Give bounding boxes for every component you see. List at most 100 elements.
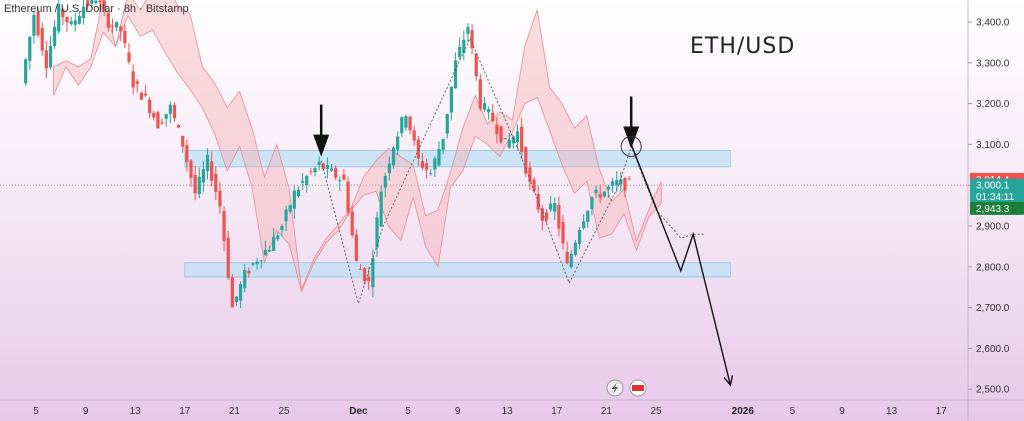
x-tick-label: 25 bbox=[650, 406, 662, 417]
candle-body bbox=[507, 139, 511, 148]
price-badge-label: 01:34:11 bbox=[976, 192, 1015, 203]
x-tick-label: 17 bbox=[551, 406, 563, 417]
x-tick-label: 2026 bbox=[732, 406, 755, 417]
candle-body bbox=[317, 161, 321, 165]
candle-body bbox=[358, 268, 363, 270]
candle-body bbox=[582, 221, 586, 228]
candle-body bbox=[598, 193, 602, 198]
x-tick-label: 13 bbox=[130, 406, 142, 417]
candle-body bbox=[346, 181, 350, 213]
candle-body bbox=[239, 283, 243, 301]
x-tick-label: 17 bbox=[936, 406, 948, 417]
top-circle-marker bbox=[620, 135, 642, 157]
candle-body bbox=[32, 14, 36, 36]
candle-body bbox=[437, 149, 441, 166]
x-tick-label: 21 bbox=[229, 406, 241, 417]
candle-body bbox=[528, 167, 532, 183]
candle-body bbox=[511, 136, 515, 144]
candle-body bbox=[367, 277, 371, 282]
cloud-red bbox=[53, 0, 662, 293]
candle-body bbox=[623, 177, 627, 191]
candle-body bbox=[379, 191, 383, 227]
candle-body bbox=[210, 161, 214, 181]
candle-body bbox=[115, 21, 119, 28]
candle-body bbox=[40, 28, 44, 51]
x-tick-label: 5 bbox=[790, 406, 796, 417]
candle-body bbox=[433, 158, 437, 170]
candle-body bbox=[267, 249, 272, 252]
symbol-title: Ethereum / U.S. Dollar · 8h · Bitstamp bbox=[4, 3, 189, 15]
candle-body bbox=[181, 135, 185, 147]
candle-body bbox=[325, 165, 329, 170]
candle-body bbox=[152, 113, 156, 118]
x-tick-label: 9 bbox=[83, 406, 89, 417]
candle-body bbox=[391, 147, 396, 166]
candle-body bbox=[205, 154, 210, 172]
candle-body bbox=[453, 60, 458, 89]
down-arrow-head bbox=[313, 134, 330, 157]
candle-body bbox=[218, 190, 222, 207]
candle-body bbox=[375, 217, 379, 248]
candle-body bbox=[549, 203, 553, 210]
candle-body bbox=[172, 105, 177, 119]
candle-body bbox=[487, 108, 491, 113]
candle-body bbox=[185, 145, 189, 163]
candle-body bbox=[102, 0, 106, 10]
price-badge-label: 3,000.1 bbox=[976, 181, 1010, 192]
candle-body bbox=[404, 116, 408, 128]
price-badge-bg bbox=[970, 201, 1024, 215]
candle-body bbox=[594, 189, 598, 194]
candle-body bbox=[61, 9, 65, 18]
candle-body bbox=[466, 27, 470, 34]
candle-body bbox=[524, 147, 528, 174]
candle-body bbox=[425, 163, 429, 170]
y-tick-label: 2,600.0 bbox=[976, 344, 1010, 355]
candle-body bbox=[495, 124, 499, 135]
candle-body bbox=[561, 221, 565, 244]
price-badge-bg bbox=[970, 178, 1024, 192]
y-tick-label: 3,200.0 bbox=[976, 99, 1010, 110]
candle-body bbox=[462, 39, 466, 53]
candle-body bbox=[606, 186, 611, 190]
candle-body bbox=[284, 209, 288, 222]
candle-body bbox=[429, 173, 433, 175]
candle-body bbox=[24, 59, 28, 84]
candle-body bbox=[164, 114, 168, 119]
candle-body bbox=[90, 0, 94, 4]
candle-body bbox=[53, 26, 57, 47]
candle-body bbox=[445, 113, 449, 134]
candle-body bbox=[491, 112, 495, 122]
y-tick-label: 3,400.0 bbox=[976, 18, 1010, 29]
x-tick-label: 13 bbox=[886, 406, 898, 417]
price-badge: 3,000.1 bbox=[970, 178, 1024, 192]
candle-body bbox=[226, 237, 230, 278]
candle-body bbox=[28, 36, 32, 61]
flag-stripe bbox=[632, 385, 644, 391]
candle-body bbox=[478, 79, 482, 109]
y-tick-label: 2,800.0 bbox=[976, 262, 1010, 273]
price-badge: 01:34:11 bbox=[970, 190, 1024, 204]
candle-body bbox=[540, 208, 544, 221]
candle-body bbox=[520, 126, 524, 153]
candle-body bbox=[57, 3, 61, 32]
candle-body bbox=[627, 178, 631, 180]
candle-body bbox=[482, 103, 487, 110]
candle-body bbox=[412, 130, 416, 141]
candle-body bbox=[148, 99, 152, 114]
x-tick-label: 25 bbox=[278, 406, 290, 417]
x-tick-label: 5 bbox=[405, 406, 411, 417]
candle-body bbox=[193, 175, 197, 194]
y-tick-label: 2,900.0 bbox=[976, 222, 1010, 233]
candle-body bbox=[110, 25, 115, 27]
candle-body bbox=[474, 53, 478, 77]
candle-body bbox=[590, 197, 594, 210]
candle-body bbox=[36, 11, 40, 36]
candle-body bbox=[400, 117, 404, 134]
candle-body bbox=[292, 190, 296, 209]
candle-body bbox=[305, 175, 309, 186]
candle-body bbox=[73, 20, 77, 25]
y-tick-label: 2,700.0 bbox=[976, 303, 1010, 314]
candle-body bbox=[499, 126, 503, 143]
candle-body bbox=[350, 211, 354, 236]
